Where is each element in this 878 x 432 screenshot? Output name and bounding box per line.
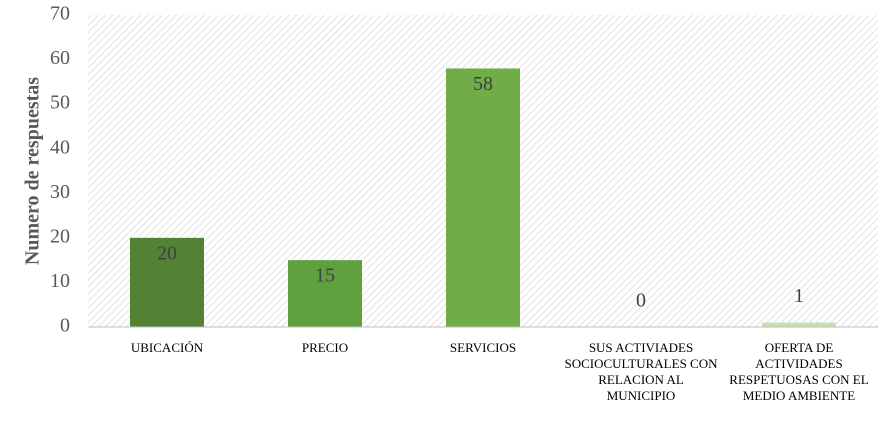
x-tick-label: UBICACIÓN [130,340,204,355]
data-label: 20 [157,242,177,264]
bar [130,237,204,327]
data-label: 15 [315,265,335,287]
y-tick-label: 20 [50,225,70,247]
y-tick-label: 0 [60,315,70,337]
y-tick-label: 60 [50,47,70,69]
y-tick-label: 30 [50,181,70,203]
y-tick-label: 70 [50,3,70,25]
y-tick-label: 50 [50,92,70,114]
data-label: 58 [473,73,493,95]
x-tick-label: SUS ACTIVIADES SOCIOCULTURALES CON RELAC… [564,340,718,403]
bar [446,68,520,327]
y-tick-label: 40 [50,136,70,158]
y-tick-label: 10 [50,270,70,292]
x-tick-label: PRECIO [301,340,349,355]
x-tick-label: SERVICIOS [449,340,517,355]
data-label: 0 [636,290,646,312]
data-label: 1 [794,285,804,307]
x-tick-label: OFERTA DE ACTIVIDADES RESPETUOSAS CON EL… [729,340,869,403]
y-axis-label: Numero de respuestas [22,77,44,265]
bar [288,260,362,327]
bar [762,322,836,327]
